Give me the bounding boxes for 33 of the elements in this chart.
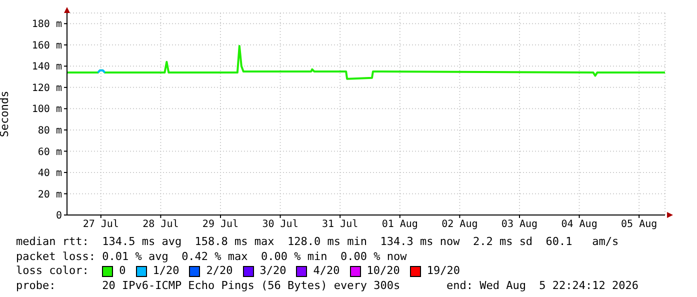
y-tick-label: 20 m bbox=[38, 189, 62, 200]
y-axis-title: Seconds bbox=[0, 90, 11, 138]
legend-label: 10/20 bbox=[366, 264, 400, 278]
x-tick-label: 02 Aug bbox=[442, 219, 478, 230]
y-tick-label: 40 m bbox=[38, 168, 62, 180]
x-tick-label: 30 Jul bbox=[262, 219, 298, 230]
x-tick-label: 27 Jul bbox=[82, 219, 119, 230]
text: packet loss: 0.01 % avg 0.42 % max 0.00 % min 0.00 % now bbox=[16, 250, 408, 264]
x-tick-label: 03 Aug bbox=[501, 219, 538, 230]
y-tick-label: 60 m bbox=[38, 146, 62, 158]
x-tick-label: 04 Aug bbox=[561, 219, 598, 230]
y-tick-label: 0 bbox=[56, 210, 62, 222]
legend-title: loss color: bbox=[16, 264, 90, 278]
y-tick-label: 180 m bbox=[32, 19, 62, 30]
legend-label: 19/20 bbox=[426, 264, 460, 278]
y-tick-label: 100 m bbox=[32, 104, 62, 116]
x-tick-label: 28 Jul bbox=[142, 219, 179, 230]
text: median rtt: 134.5 ms avg 158.8 ms max 128.0 ms min 134.3 ms now 2.2 ms sd 60.1 am/s bbox=[16, 235, 620, 250]
legend-label: 4/20 bbox=[313, 264, 340, 278]
x-tick-label: 01 Aug bbox=[382, 219, 418, 230]
y-tick-label: 140 m bbox=[32, 62, 62, 73]
legend-label: 1/20 bbox=[152, 264, 180, 278]
legend-label: 0 bbox=[119, 264, 126, 278]
legend-label: 3/20 bbox=[260, 264, 286, 278]
y-tick-label: 120 m bbox=[32, 82, 62, 94]
x-tick-label: 31 Jul bbox=[322, 219, 358, 230]
y-tick-label: 160 m bbox=[32, 40, 62, 52]
x-tick-label: 05 Aug bbox=[621, 219, 658, 230]
y-tick-label: 80 m bbox=[38, 125, 62, 136]
text: probe: 20 IPv6-ICMP Echo Pings (56 Bytes) every 300s end: Wed Aug 5 22:24:12 2026 bbox=[16, 278, 639, 293]
legend-label: 2/20 bbox=[206, 264, 233, 278]
line-series bbox=[67, 44, 665, 80]
x-tick-label: 29 Jul bbox=[202, 219, 239, 230]
